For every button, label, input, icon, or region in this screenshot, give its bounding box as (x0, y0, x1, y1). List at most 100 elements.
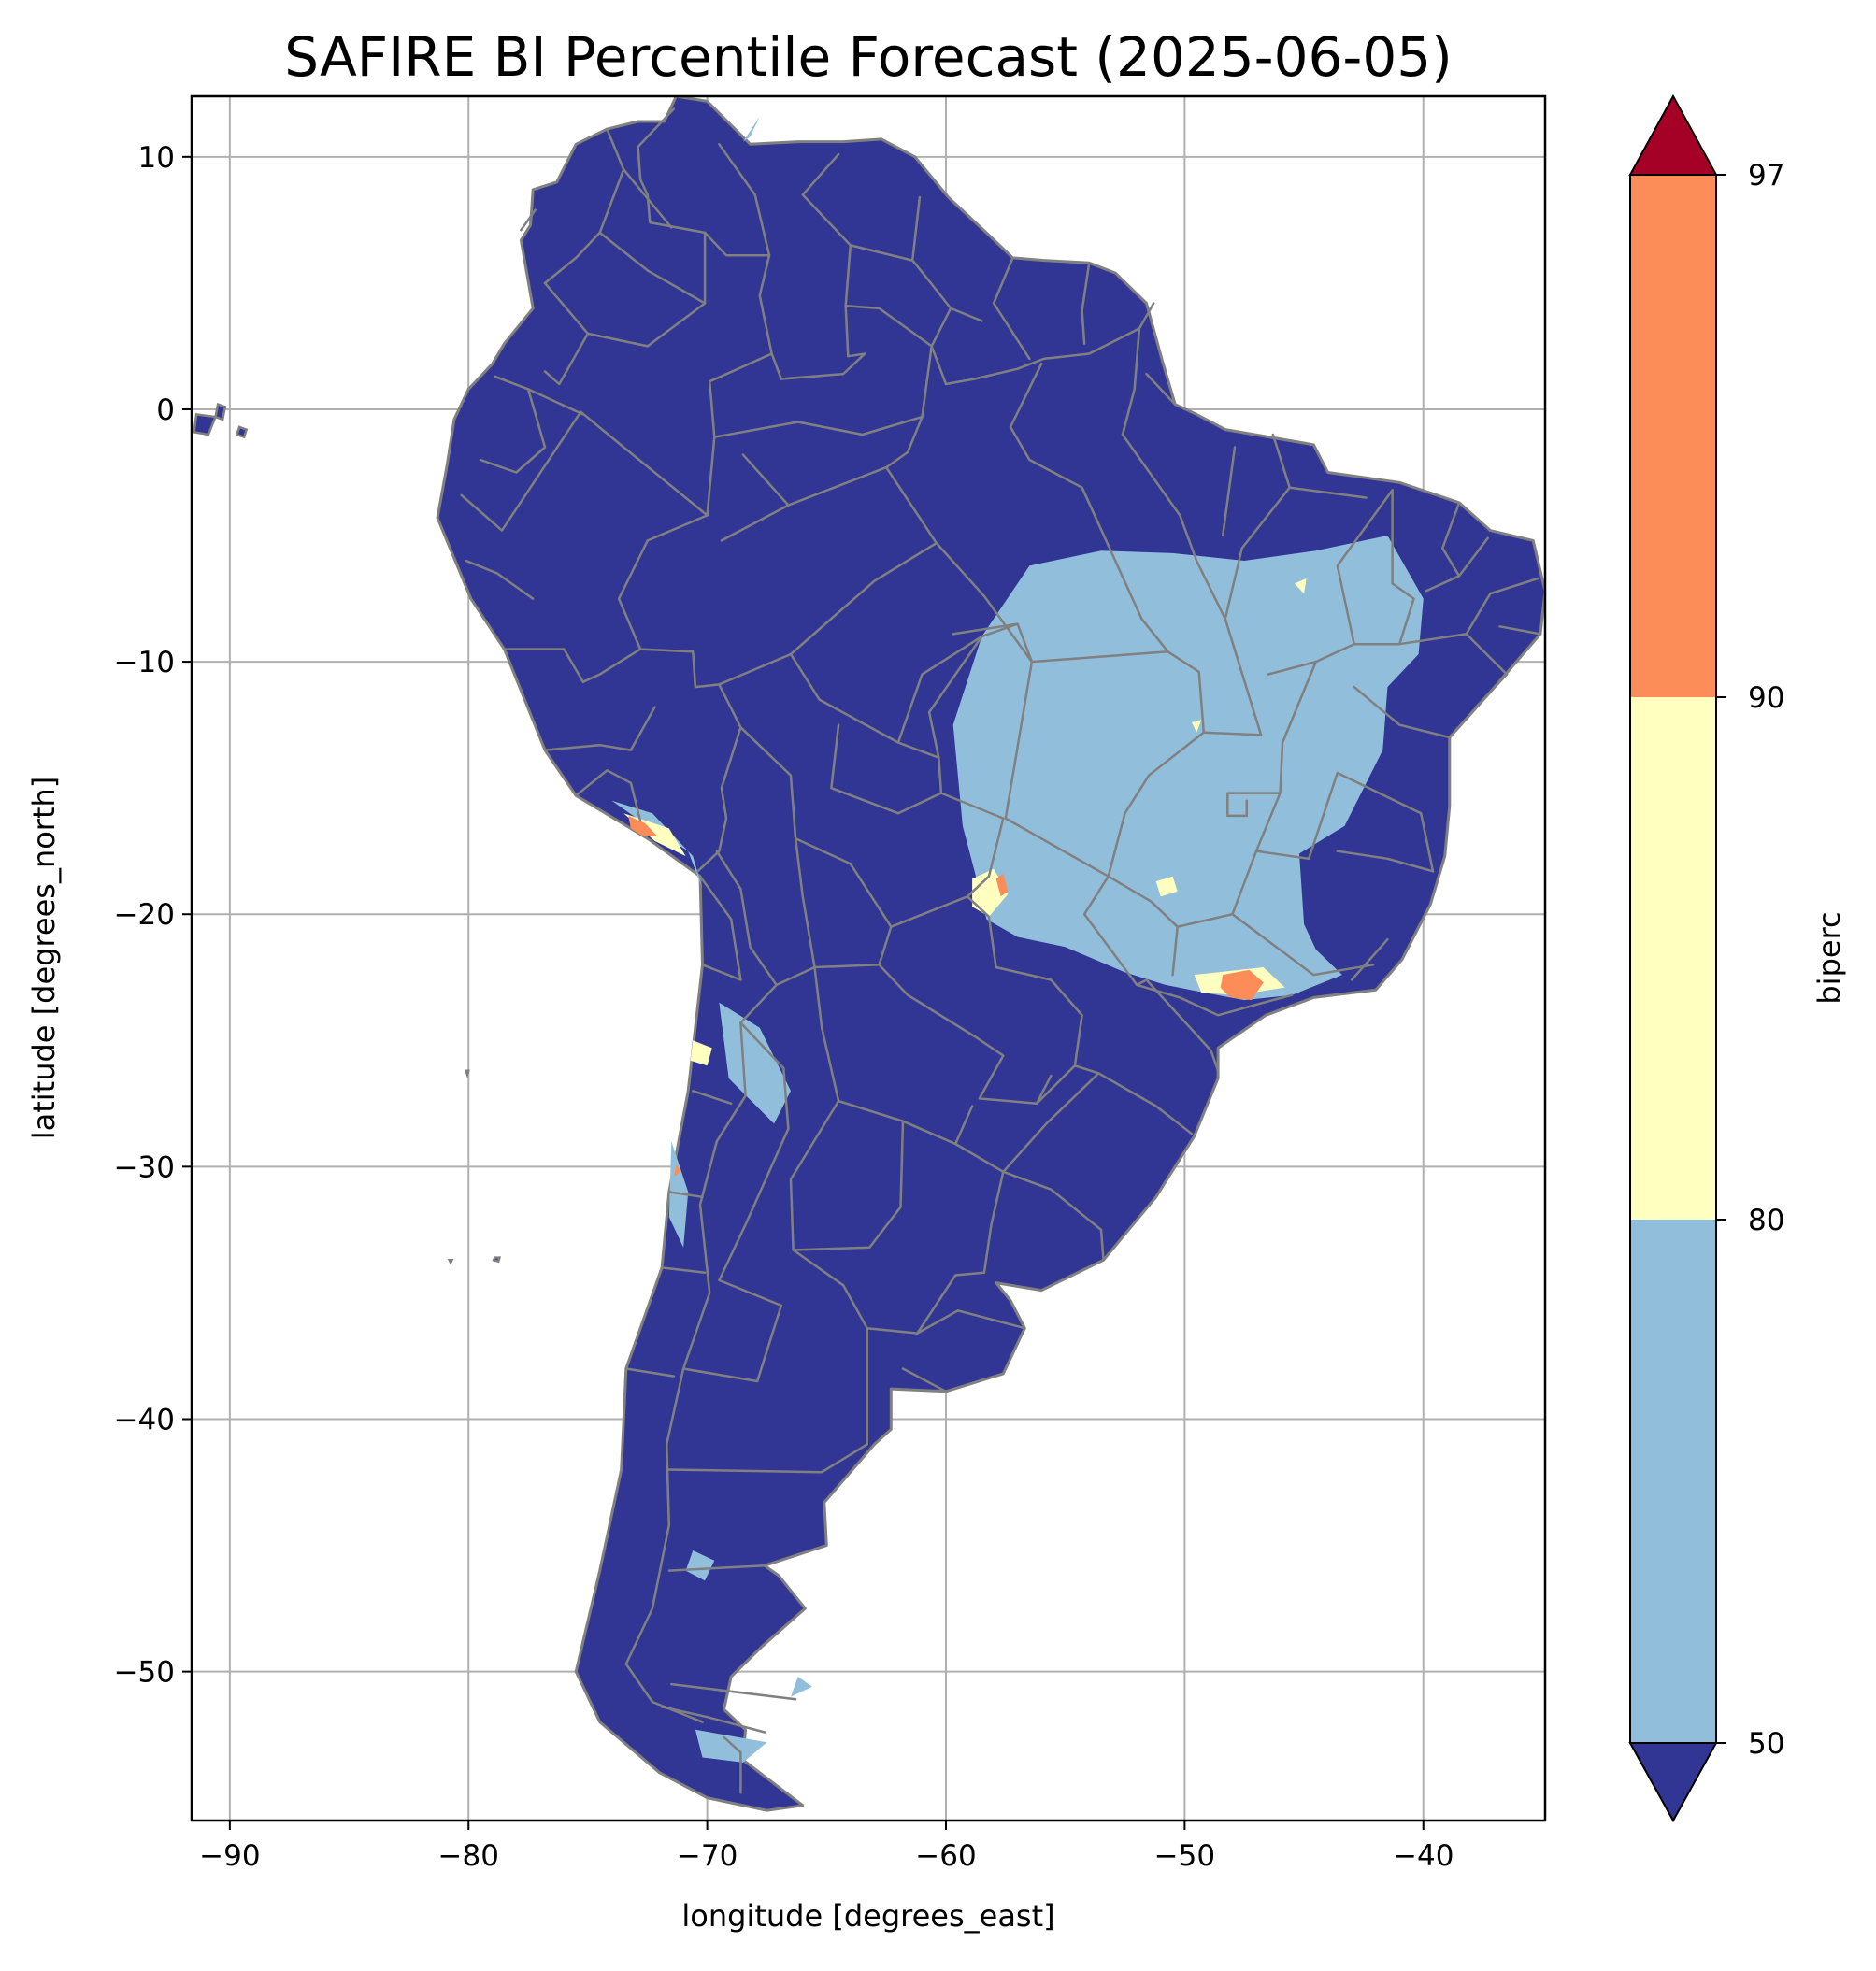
border-line-72 (1350, 937, 1389, 981)
x-tick-label-2: −70 (677, 1839, 738, 1873)
x-tick-label-3: −60 (915, 1839, 976, 1873)
colorbar-extend-low (1628, 1742, 1718, 1823)
border-line-61 (949, 307, 983, 322)
border-line-80 (1267, 660, 1318, 676)
border-line-8 (878, 895, 1083, 1106)
border-line-75 (916, 1309, 1026, 1335)
border-line-37 (681, 1304, 783, 1383)
colorbar-segment-50-80 (1630, 1220, 1716, 1743)
band-50-80-area-5 (791, 1677, 812, 1697)
border-line-10 (982, 1170, 1005, 1275)
border-line-48 (543, 706, 656, 751)
border-line-82 (1336, 850, 1435, 873)
colorbar-tick-80: 80 (1748, 1204, 1784, 1237)
border-line-21 (1097, 1072, 1194, 1135)
border-line-81 (1353, 685, 1452, 739)
border-line-31 (1121, 327, 1141, 436)
border-line-3 (617, 514, 742, 873)
border-line-7 (723, 1735, 742, 1794)
x-tick-label-1: −80 (438, 1839, 499, 1873)
colorbar: 97 90 80 50 biperc (1628, 93, 1847, 1823)
island-2 (235, 425, 249, 439)
border-line-52 (479, 388, 547, 474)
border-line-20 (1082, 875, 1220, 1072)
band-50-80-area-4 (685, 1550, 715, 1581)
colorbar-frame (1629, 174, 1717, 1744)
island-0 (193, 412, 218, 436)
border-line-89 (789, 541, 938, 656)
border-line-74 (1035, 1074, 1053, 1106)
colorbar-label: biperc (1812, 911, 1847, 1004)
border-line-43 (698, 875, 742, 981)
y-tick-label-5: −40 (114, 1403, 175, 1436)
border-line-38 (665, 1326, 868, 1474)
border-line-76 (901, 1367, 948, 1393)
border-line-2 (460, 410, 582, 532)
border-line-49 (503, 648, 585, 683)
border-line-5 (715, 652, 1005, 987)
island-5 (464, 1069, 470, 1079)
y-tick-label-0: 10 (138, 141, 175, 175)
border-line-33 (789, 965, 986, 1335)
colorbar-tick-90: 90 (1748, 681, 1784, 715)
island-1 (214, 402, 227, 421)
island-4 (447, 1259, 454, 1265)
y-axis-ticks: 10 0 −10 −20 −30 −40 −50 (114, 141, 192, 1690)
band-90-97-area-3 (673, 1164, 681, 1178)
x-tick-label-4: −50 (1154, 1839, 1215, 1873)
border-line-56 (543, 281, 707, 348)
band-90-97-area-1 (628, 815, 657, 836)
border-line-54 (622, 168, 673, 229)
border-line-60 (718, 143, 771, 257)
border-line-62 (713, 415, 924, 438)
band-80-90-area-6 (1192, 720, 1202, 733)
border-line-25 (1336, 771, 1435, 873)
border-line-15 (637, 107, 773, 355)
y-tick-label-3: −20 (114, 898, 175, 932)
border-line-16 (520, 208, 537, 232)
x-tick-label-0: −90 (199, 1839, 260, 1873)
border-line-23 (1465, 577, 1539, 636)
border-line-34 (837, 1099, 974, 1146)
border-line-64 (1145, 372, 1177, 406)
colorbar-tick-97: 97 (1748, 159, 1784, 193)
map-layer (192, 96, 1545, 1821)
border-line-83 (1474, 673, 1509, 708)
border-line-59 (801, 152, 852, 247)
x-tick-label-5: −40 (1393, 1839, 1454, 1873)
political-borders (460, 107, 1542, 1794)
border-line-69 (1171, 925, 1179, 977)
border-line-4 (706, 352, 783, 517)
border-line-39 (667, 1564, 766, 1572)
band-80-90-area-5 (1294, 578, 1307, 594)
border-line-0 (580, 410, 709, 517)
border-line-57 (543, 332, 590, 386)
y-tick-label-6: −50 (114, 1656, 175, 1690)
x-axis-ticks: −90 −80 −70 −60 −50 −40 (199, 1821, 1454, 1873)
border-line-68 (1136, 983, 1294, 1017)
border-line-84 (1498, 625, 1542, 636)
border-line-44 (692, 1090, 733, 1106)
colorbar-tick-50: 50 (1748, 1727, 1784, 1761)
border-line-88 (896, 635, 983, 744)
band-80-90-area-4 (690, 1040, 712, 1066)
band-90-97-area-0 (1220, 969, 1264, 1001)
border-line-86 (1107, 731, 1206, 878)
border-line-41 (670, 1682, 797, 1701)
chart-title: SAFIRE BI Percentile Forecast (2025-06-0… (284, 25, 1453, 89)
border-line-14 (780, 304, 933, 380)
border-line-90 (581, 648, 642, 683)
colorbar-segment-80-90 (1630, 697, 1716, 1220)
band-50-80-area-2 (719, 1002, 791, 1124)
band-80-90-area-2 (1155, 876, 1178, 897)
border-line-78 (1336, 489, 1394, 646)
border-line-32 (1221, 446, 1237, 537)
border-line-11 (910, 195, 1155, 386)
border-line-29 (1009, 363, 1083, 489)
border-line-36 (718, 1021, 790, 1307)
colorbar-segment-90-97 (1630, 175, 1716, 697)
border-line-28 (884, 345, 933, 469)
y-tick-label-2: −10 (114, 646, 175, 679)
x-axis-label: longitude [degrees_east] (681, 1898, 1054, 1934)
